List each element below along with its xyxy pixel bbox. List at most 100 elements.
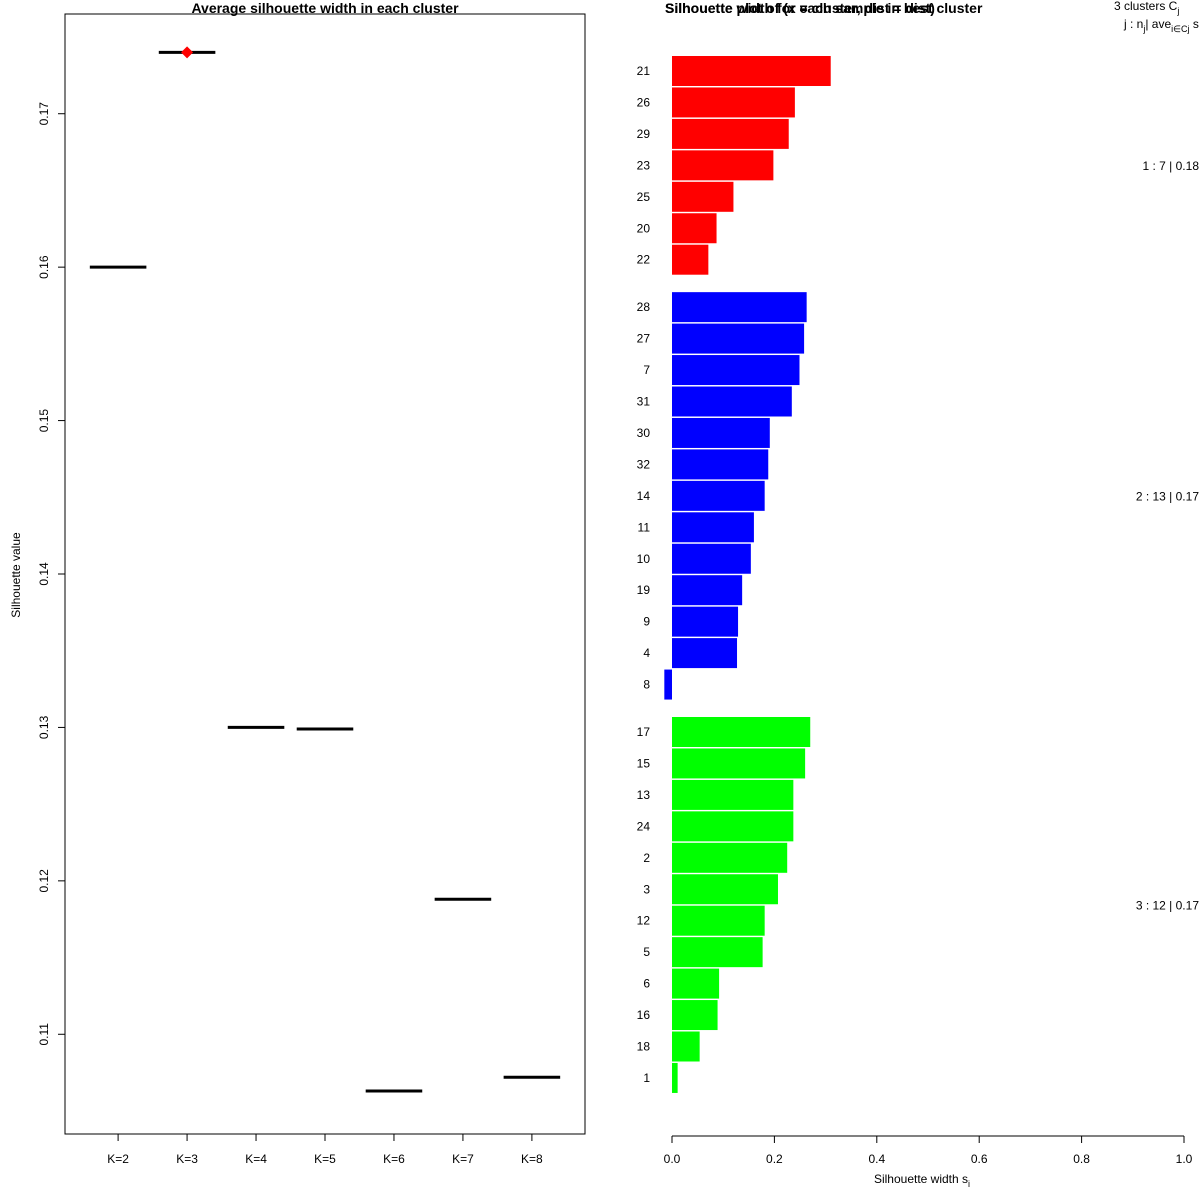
right-x-tick-label: 0.8 bbox=[1073, 1152, 1090, 1166]
left-x-tick-label: K=7 bbox=[452, 1152, 474, 1166]
right-x-tick-label: 0.6 bbox=[971, 1152, 988, 1166]
cluster-summary: 2 : 13 | 0.17 bbox=[1136, 490, 1199, 504]
sample-label: 4 bbox=[643, 646, 650, 660]
silhouette-bar bbox=[672, 575, 743, 606]
silhouette-bar bbox=[672, 968, 720, 999]
left-x-axis: K=2 K=3 K=4 K=5 K=6 K=7 K=8 bbox=[107, 1134, 543, 1166]
silhouette-bar bbox=[664, 669, 672, 700]
silhouette-bar bbox=[672, 292, 807, 323]
sample-label: 8 bbox=[643, 678, 650, 692]
left-y-axis: 0.11 0.12 0.13 0.14 0.15 0.16 0.17 bbox=[37, 102, 65, 1046]
sample-label: 18 bbox=[637, 1040, 651, 1054]
left-y-tick-label: 0.11 bbox=[37, 1023, 51, 1046]
sample-label: 13 bbox=[637, 788, 651, 802]
right-x-tick-label: 0.2 bbox=[766, 1152, 783, 1166]
best-k-marker bbox=[181, 46, 194, 59]
sample-label: 28 bbox=[637, 300, 651, 314]
silhouette-bar bbox=[672, 874, 778, 905]
sample-label: 30 bbox=[637, 426, 651, 440]
silhouette-bar bbox=[672, 323, 805, 354]
silhouette-bar bbox=[672, 811, 794, 842]
sample-label: 26 bbox=[637, 95, 651, 109]
sample-label: 24 bbox=[637, 819, 651, 833]
silhouette-bar bbox=[672, 842, 788, 873]
right-x-axis-label: Silhouette width si bbox=[874, 1172, 970, 1189]
sample-label: 21 bbox=[637, 64, 651, 78]
silhouette-bar bbox=[672, 606, 739, 637]
left-x-tick-label: K=5 bbox=[314, 1152, 336, 1166]
left-y-tick-label: 0.14 bbox=[37, 562, 51, 586]
sample-label: 1 bbox=[643, 1071, 650, 1085]
sample-label: 12 bbox=[637, 914, 651, 928]
left-y-tick-label: 0.15 bbox=[37, 409, 51, 433]
sample-label: 29 bbox=[637, 127, 651, 141]
left-x-tick-label: K=8 bbox=[521, 1152, 543, 1166]
silhouette-bar bbox=[672, 1062, 678, 1093]
right-x-tick-label: 1.0 bbox=[1176, 1152, 1193, 1166]
silhouette-bar bbox=[672, 480, 765, 511]
right-x-tick-label: 0.4 bbox=[868, 1152, 885, 1166]
sample-label: 19 bbox=[637, 583, 651, 597]
sample-label: 23 bbox=[637, 158, 651, 172]
sample-label: 20 bbox=[637, 221, 651, 235]
silhouette-bar bbox=[672, 905, 765, 936]
sample-label: 5 bbox=[643, 945, 650, 959]
sample-label: 2 bbox=[643, 851, 650, 865]
sample-label: 3 bbox=[643, 882, 650, 896]
legend-header-line2: j : nj| avei∈Cj s bbox=[1123, 17, 1199, 34]
right-x-tick-label: 0.0 bbox=[664, 1152, 681, 1166]
sample-label: 15 bbox=[637, 756, 651, 770]
silhouette-bar bbox=[672, 638, 738, 669]
left-panel: Average silhouette width in each cluster… bbox=[9, 0, 586, 1166]
silhouette-bar bbox=[672, 1031, 700, 1062]
sample-label: 6 bbox=[643, 977, 650, 991]
left-y-tick-label: 0.17 bbox=[37, 102, 51, 126]
silhouette-bar bbox=[672, 213, 717, 244]
legend-header-line1: 3 clusters Cj bbox=[1114, 0, 1179, 16]
right-x-axis: 0.0 0.2 0.4 0.6 0.8 1.0 bbox=[664, 1135, 1193, 1166]
left-x-tick-label: K=6 bbox=[383, 1152, 405, 1166]
silhouette-bar bbox=[672, 449, 769, 480]
left-y-tick-label: 0.16 bbox=[37, 255, 51, 279]
sample-label: 16 bbox=[637, 1008, 651, 1022]
left-y-axis-label: Silhouette value bbox=[9, 532, 23, 618]
silhouette-bar bbox=[672, 417, 770, 448]
left-x-tick-label: K=4 bbox=[245, 1152, 267, 1166]
sample-label: 14 bbox=[637, 489, 651, 503]
silhouette-bar bbox=[672, 1000, 718, 1031]
silhouette-bar bbox=[672, 748, 806, 779]
silhouette-bar bbox=[672, 87, 795, 118]
sample-label: 17 bbox=[637, 725, 651, 739]
silhouette-bar bbox=[672, 512, 754, 543]
silhouette-bar bbox=[672, 118, 789, 149]
silhouette-bar bbox=[672, 779, 794, 810]
silhouette-bar bbox=[672, 543, 751, 574]
silhouette-bar bbox=[672, 56, 831, 86]
sample-label: 10 bbox=[637, 552, 651, 566]
sample-label: 11 bbox=[638, 520, 651, 534]
sample-label: 25 bbox=[637, 190, 651, 204]
right-panel: Silhouette plot of (x = cluster, dist = … bbox=[637, 0, 1200, 1189]
silhouette-bar bbox=[672, 355, 800, 386]
left-chart-marks bbox=[89, 46, 561, 1093]
sample-label: 32 bbox=[637, 457, 651, 471]
cluster-summary: 1 : 7 | 0.18 bbox=[1143, 159, 1200, 173]
silhouette-bar bbox=[672, 717, 811, 747]
left-y-tick-label: 0.13 bbox=[37, 715, 51, 739]
silhouette-bar bbox=[672, 386, 792, 417]
silhouette-bar bbox=[672, 937, 763, 968]
sample-label: 9 bbox=[643, 615, 650, 629]
left-chart-title: Average silhouette width in each cluster bbox=[191, 0, 459, 16]
right-chart-title: Silhouette width for each sample in best… bbox=[665, 0, 983, 16]
right-chart-title-overlap: Silhouette plot of (x = cluster, dist = … bbox=[665, 0, 935, 16]
cluster-summary: 3 : 12 | 0.17 bbox=[1136, 899, 1199, 913]
sample-label: 27 bbox=[637, 332, 651, 346]
silhouette-bar bbox=[672, 181, 734, 212]
left-x-tick-label: K=2 bbox=[107, 1152, 129, 1166]
left-plot-frame bbox=[64, 13, 586, 1135]
silhouette-bar bbox=[672, 150, 774, 181]
legend-header: 3 clusters Cj j : nj| avei∈Cj s bbox=[1114, 0, 1199, 34]
left-x-tick-label: K=3 bbox=[176, 1152, 198, 1166]
